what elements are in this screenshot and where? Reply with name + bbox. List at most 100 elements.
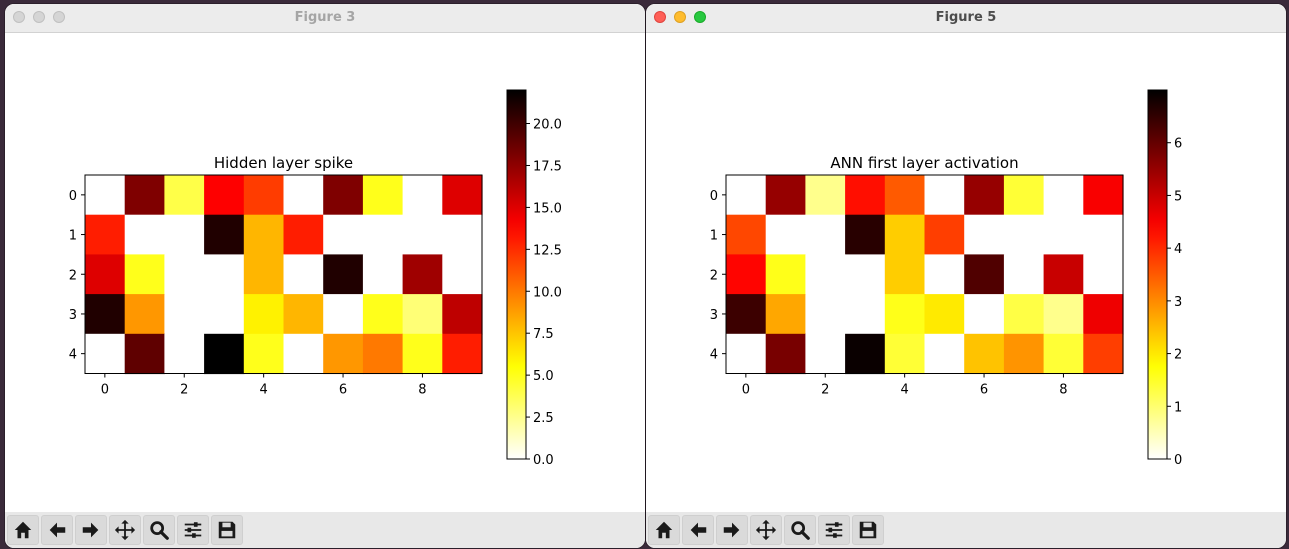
heatmap-cell: [85, 333, 126, 375]
heatmap-cell: [805, 214, 846, 255]
save-button[interactable]: [211, 515, 243, 545]
arrow-right-icon: [82, 522, 99, 538]
x-tick-label: 4: [901, 383, 909, 398]
colorbar-tick-label: 5.0: [533, 369, 554, 384]
close-button[interactable]: [13, 11, 25, 23]
colorbar-tick-label: 0: [1174, 453, 1182, 468]
heatmap-cell: [884, 175, 926, 216]
heatmap-cell: [164, 175, 205, 216]
forward-button[interactable]: [716, 515, 748, 545]
heatmap-cell: [845, 214, 886, 255]
heatmap-cell: [924, 254, 965, 295]
title-bar[interactable]: Figure 3: [5, 4, 645, 33]
colorbar-tick-label: 0.0: [533, 453, 554, 468]
colorbar-tick-label: 12.5: [533, 243, 562, 258]
zoom-window-button[interactable]: [694, 11, 706, 23]
heatmap-cell: [283, 175, 324, 216]
heatmap-cell: [164, 294, 205, 335]
heatmap-cell: [243, 333, 285, 375]
heatmap-cell: [164, 254, 205, 295]
y-tick-label: 3: [710, 308, 718, 323]
heatmap-cell: [924, 294, 965, 335]
configure-subplots-button[interactable]: [818, 515, 850, 545]
chart-title: Hidden layer spike: [214, 154, 353, 172]
arrow-left-icon: [690, 522, 707, 538]
zoom-button[interactable]: [784, 515, 816, 545]
title-bar[interactable]: Figure 5: [646, 4, 1286, 33]
heatmap-cell: [1043, 254, 1084, 295]
home-button[interactable]: [7, 515, 39, 545]
heatmap-cell: [964, 175, 1005, 216]
heatmap-cell: [204, 254, 245, 295]
heatmap-cell: [805, 294, 846, 335]
close-button[interactable]: [654, 11, 666, 23]
y-tick-label: 4: [710, 348, 718, 363]
window-title: Figure 3: [294, 10, 356, 25]
y-tick-label: 2: [69, 268, 77, 283]
zoom-window-button[interactable]: [53, 11, 65, 23]
heatmap-cell: [1083, 333, 1124, 375]
heatmap-cell: [164, 214, 205, 255]
heatmap-cell: [442, 254, 483, 295]
heatmap-cell: [323, 175, 364, 216]
heatmap-cell: [283, 214, 324, 255]
figure-5-window: Figure 5 ANN first layer activation 0 2 4 6 8…: [646, 4, 1286, 548]
heatmap-cell: [924, 175, 965, 216]
heatmap-cell: [85, 175, 126, 216]
magnifier-icon: [791, 521, 810, 540]
heatmap-cell: [243, 214, 285, 255]
home-icon: [655, 521, 673, 539]
home-button[interactable]: [648, 515, 680, 545]
y-tick-label: 3: [69, 308, 77, 323]
pan-button[interactable]: [750, 515, 782, 545]
heatmap-cell: [164, 333, 205, 375]
heatmap-cell: [442, 214, 483, 255]
navigation-toolbar: [5, 512, 645, 548]
chart-title: ANN first layer activation: [830, 154, 1018, 172]
floppy-disk-icon: [218, 521, 236, 539]
colorbar-tick-label: 2.5: [533, 411, 554, 426]
figure-3-window: Figure 3 Hidden layer spike 0 2 4 6 8 0 1 2 3 4 0.0…: [5, 4, 645, 548]
pan-button[interactable]: [109, 515, 141, 545]
heatmap-cell: [85, 214, 126, 255]
colorbar-tick-label: 7.5: [533, 327, 554, 342]
heatmap-cell: [964, 333, 1005, 375]
back-button[interactable]: [682, 515, 714, 545]
forward-button[interactable]: [75, 515, 107, 545]
heatmap-cell: [323, 214, 364, 255]
home-icon: [14, 521, 32, 539]
zoom-button[interactable]: [143, 515, 175, 545]
configure-subplots-button[interactable]: [177, 515, 209, 545]
heatmap-cell: [805, 333, 846, 375]
save-button[interactable]: [852, 515, 884, 545]
heatmap-cell: [1003, 294, 1045, 335]
back-button[interactable]: [41, 515, 73, 545]
heatmap-cell: [283, 254, 324, 295]
minimize-button[interactable]: [674, 11, 686, 23]
heatmap-cell: [204, 333, 245, 375]
y-tick-label: 1: [69, 229, 77, 244]
x-tick-label: 6: [980, 383, 988, 398]
figure-canvas[interactable]: Hidden layer spike 0 2 4 6 8 0 1 2 3 4 0.0 2.5 5.0 7.5…: [5, 33, 645, 513]
heatmap-cell: [765, 214, 806, 255]
heatmap-cell: [1003, 214, 1045, 255]
heatmap-cell: [726, 294, 767, 335]
minimize-button[interactable]: [33, 11, 45, 23]
heatmap-cell: [362, 175, 404, 216]
x-tick-label: 2: [180, 383, 188, 398]
move-icon: [114, 519, 136, 541]
heatmap-cell: [283, 333, 324, 375]
y-tick-label: 0: [710, 189, 718, 204]
heatmap-cell: [1083, 254, 1124, 295]
heatmap-cell: [1043, 333, 1084, 375]
heatmap-cell: [402, 254, 443, 295]
arrow-left-icon: [49, 522, 66, 538]
heatmap-cell: [845, 254, 886, 295]
figure-canvas[interactable]: ANN first layer activation 0 2 4 6 8 0 1 2 3 4 0 1 2 3…: [646, 33, 1286, 513]
heatmap-cell: [1003, 333, 1045, 375]
heatmap-cell: [884, 294, 926, 335]
x-tick-label: 0: [101, 383, 109, 398]
heatmap-cell: [204, 175, 245, 216]
heatmap-cell: [726, 214, 767, 255]
magnifier-icon: [150, 521, 169, 540]
